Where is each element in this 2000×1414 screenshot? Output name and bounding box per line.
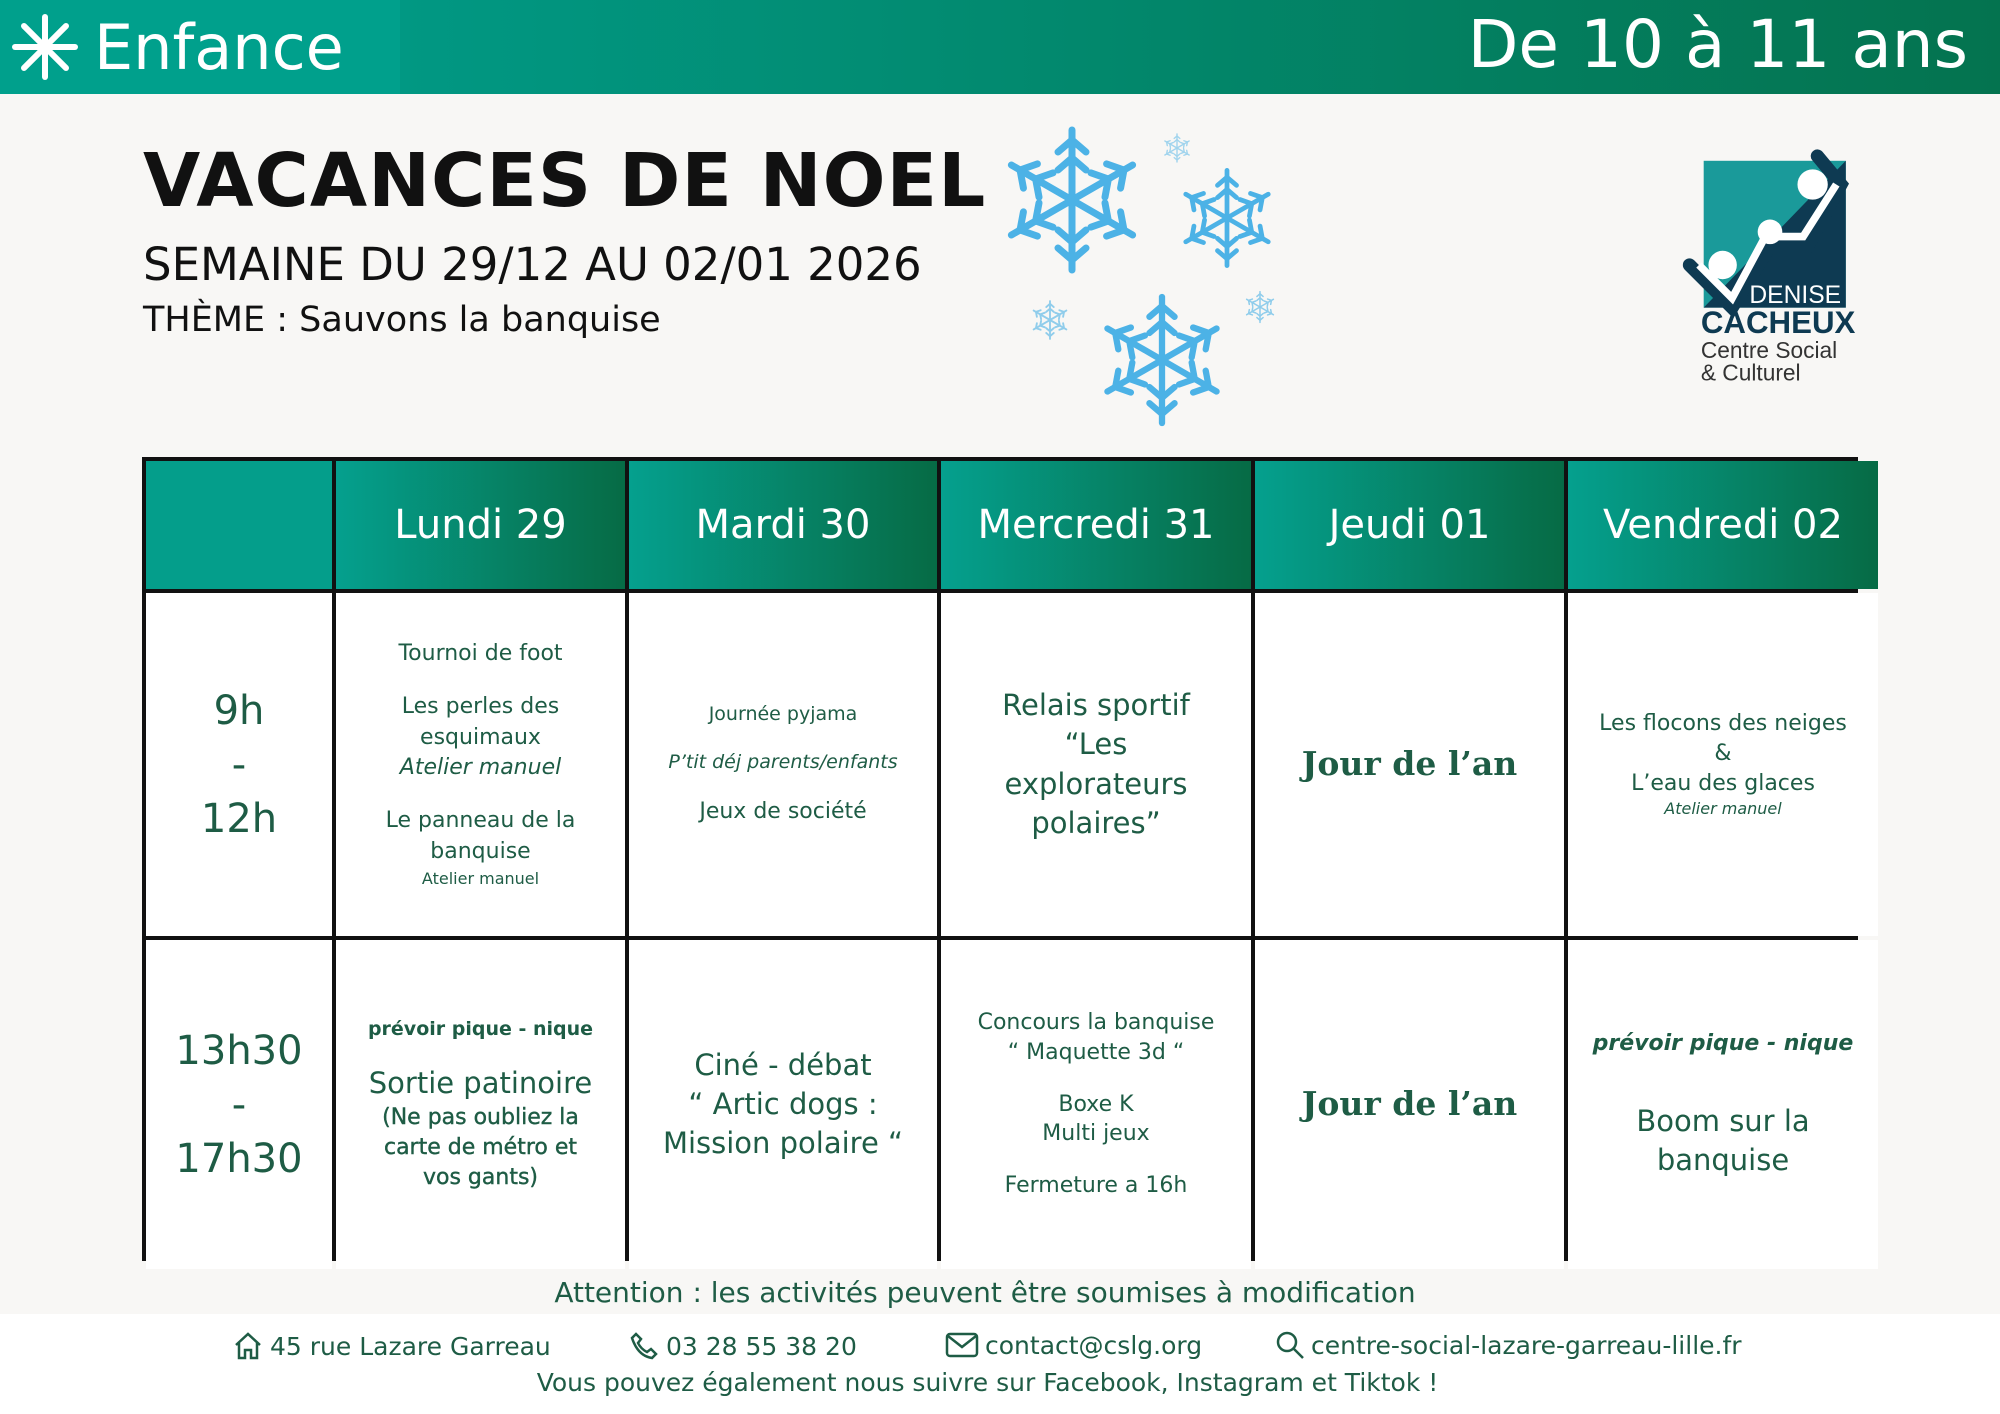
activity: Tournoi de foot — [398, 640, 563, 666]
activity-note: Atelier manuel — [1664, 799, 1782, 819]
activity: Les flocons des neiges — [1599, 711, 1847, 737]
slot-start: 13h30 — [175, 1027, 303, 1074]
category-badge: Enfance — [0, 0, 400, 94]
activity: “ Maquette 3d “ — [1007, 1039, 1185, 1065]
cell-lundi-morning: Tournoi de foot Les perles des esquimaux… — [336, 593, 625, 936]
activity: Boom sur la banquise — [1636, 1104, 1810, 1178]
search-icon — [1276, 1331, 1304, 1359]
day-header: Vendredi 02 — [1568, 461, 1878, 589]
cell-jeudi-afternoon: Jour de l’an — [1255, 940, 1564, 1269]
svg-text:Centre Social: Centre Social — [1701, 337, 1837, 363]
activity: Jeux de société — [699, 799, 867, 825]
slot-sep: - — [231, 741, 247, 788]
activity: Relais sportif “Les explorateurs polaire… — [1002, 688, 1190, 840]
age-range: De 10 à 11 ans — [1467, 6, 1968, 83]
day-header: Mercredi 31 — [941, 461, 1251, 589]
phone[interactable]: 03 28 55 38 20 — [628, 1330, 857, 1362]
address-text: 45 rue Lazare Garreau — [270, 1331, 551, 1361]
logo: DENISE CACHEUX Centre Social & Culturel — [1682, 149, 1856, 386]
snowflake-icon — [1245, 292, 1275, 323]
activity-note: (Ne pas oubliez la carte de métro et vos… — [382, 1105, 579, 1190]
activity: & — [1714, 740, 1732, 766]
cell-vendredi-afternoon: prévoir pique - nique Boom sur la banqui… — [1568, 940, 1878, 1269]
activity: Multi jeux — [1042, 1121, 1150, 1147]
snowflakes-decoration — [995, 115, 1295, 435]
phone-icon — [630, 1332, 658, 1360]
cell-mardi-afternoon: Ciné - débat “ Artic dogs : Mission pola… — [629, 940, 937, 1269]
slot-start: 9h — [213, 687, 265, 734]
snowflake-icon — [1101, 297, 1223, 423]
snowflake-icon — [1004, 130, 1139, 270]
activity-note: prévoir pique - nique — [367, 1017, 594, 1040]
week-subtitle: SEMAINE DU 29/12 AU 02/01 2026 — [143, 238, 922, 291]
activity: Concours la banquise — [977, 1010, 1215, 1036]
svg-text:DENISE: DENISE — [1749, 282, 1841, 309]
holiday-label: Jour de l’an — [1301, 744, 1518, 784]
day-header: Mardi 30 — [629, 461, 937, 589]
snowflake-icon — [1032, 301, 1069, 339]
notice: Attention : les activités peuvent être s… — [554, 1276, 1416, 1309]
activity: Mission polaire “ — [662, 1126, 904, 1161]
activity: Journée pyjama — [708, 703, 858, 726]
website[interactable]: centre-social-lazare-garreau-lille.fr — [1275, 1330, 1742, 1360]
mail-icon — [945, 1332, 979, 1358]
email[interactable]: contact@cslg.org — [945, 1330, 1202, 1360]
footer — [0, 1314, 2000, 1414]
slot-end: 17h30 — [175, 1135, 303, 1182]
address: 45 rue Lazare Garreau — [232, 1330, 551, 1362]
asterisk-icon — [12, 14, 78, 80]
cell-jeudi-morning: Jour de l’an — [1255, 593, 1564, 936]
page-title: VACANCES DE NOEL — [143, 138, 987, 224]
social-text: Vous pouvez également nous suivre sur Fa… — [536, 1368, 1439, 1397]
email-text: contact@cslg.org — [985, 1330, 1203, 1360]
time-slot-afternoon: 13h30 - 17h30 — [146, 940, 332, 1269]
phone-text: 03 28 55 38 20 — [666, 1331, 857, 1361]
activity: Le panneau de la banquise — [385, 808, 576, 864]
activity: “ Artic dogs : — [688, 1086, 878, 1121]
activity-note: prévoir pique - nique — [1592, 1030, 1854, 1056]
schedule-table: Lundi 29 Mardi 30 Mercredi 31 Jeudi 01 V… — [142, 457, 1878, 1269]
activity: Boxe K — [1058, 1091, 1134, 1117]
slot-sep: - — [231, 1081, 247, 1128]
cell-mercredi-afternoon: Concours la banquise “ Maquette 3d “ Box… — [941, 940, 1251, 1269]
activity: L’eau des glaces — [1631, 770, 1815, 796]
activity-note: Atelier manuel — [399, 755, 562, 781]
svg-text:& Culturel: & Culturel — [1701, 360, 1801, 386]
home-icon — [235, 1332, 261, 1360]
theme-text: THÈME : Sauvons la banquise — [143, 300, 661, 340]
activity-note: Fermeture a 16h — [1004, 1173, 1188, 1199]
day-header: Lundi 29 — [336, 461, 625, 589]
activity: Ciné - débat — [694, 1047, 872, 1082]
activity: P’tit déj parents/enfants — [668, 750, 898, 773]
holiday-label: Jour de l’an — [1301, 1084, 1518, 1124]
activity: Sortie patinoire — [368, 1066, 593, 1101]
slot-end: 12h — [200, 795, 278, 842]
cell-vendredi-morning: Les flocons des neiges & L’eau des glace… — [1568, 593, 1878, 936]
svg-text:CACHEUX: CACHEUX — [1701, 305, 1856, 340]
cell-mercredi-morning: Relais sportif “Les explorateurs polaire… — [941, 593, 1251, 936]
category-label: Enfance — [94, 10, 344, 84]
time-slot-morning: 9h - 12h — [146, 593, 332, 936]
activity: Les perles des esquimaux — [401, 693, 560, 750]
day-header: Jeudi 01 — [1255, 461, 1564, 589]
activity-note: Atelier manuel — [421, 868, 540, 888]
cell-lundi-afternoon: prévoir pique - nique Sortie patinoire (… — [336, 940, 625, 1269]
snowflake-icon — [1181, 170, 1273, 265]
corner-cell — [146, 461, 332, 589]
website-text: centre-social-lazare-garreau-lille.fr — [1311, 1330, 1742, 1360]
cell-mardi-morning: Journée pyjama P’tit déj parents/enfants… — [629, 593, 937, 936]
snowflake-icon — [1163, 134, 1190, 162]
